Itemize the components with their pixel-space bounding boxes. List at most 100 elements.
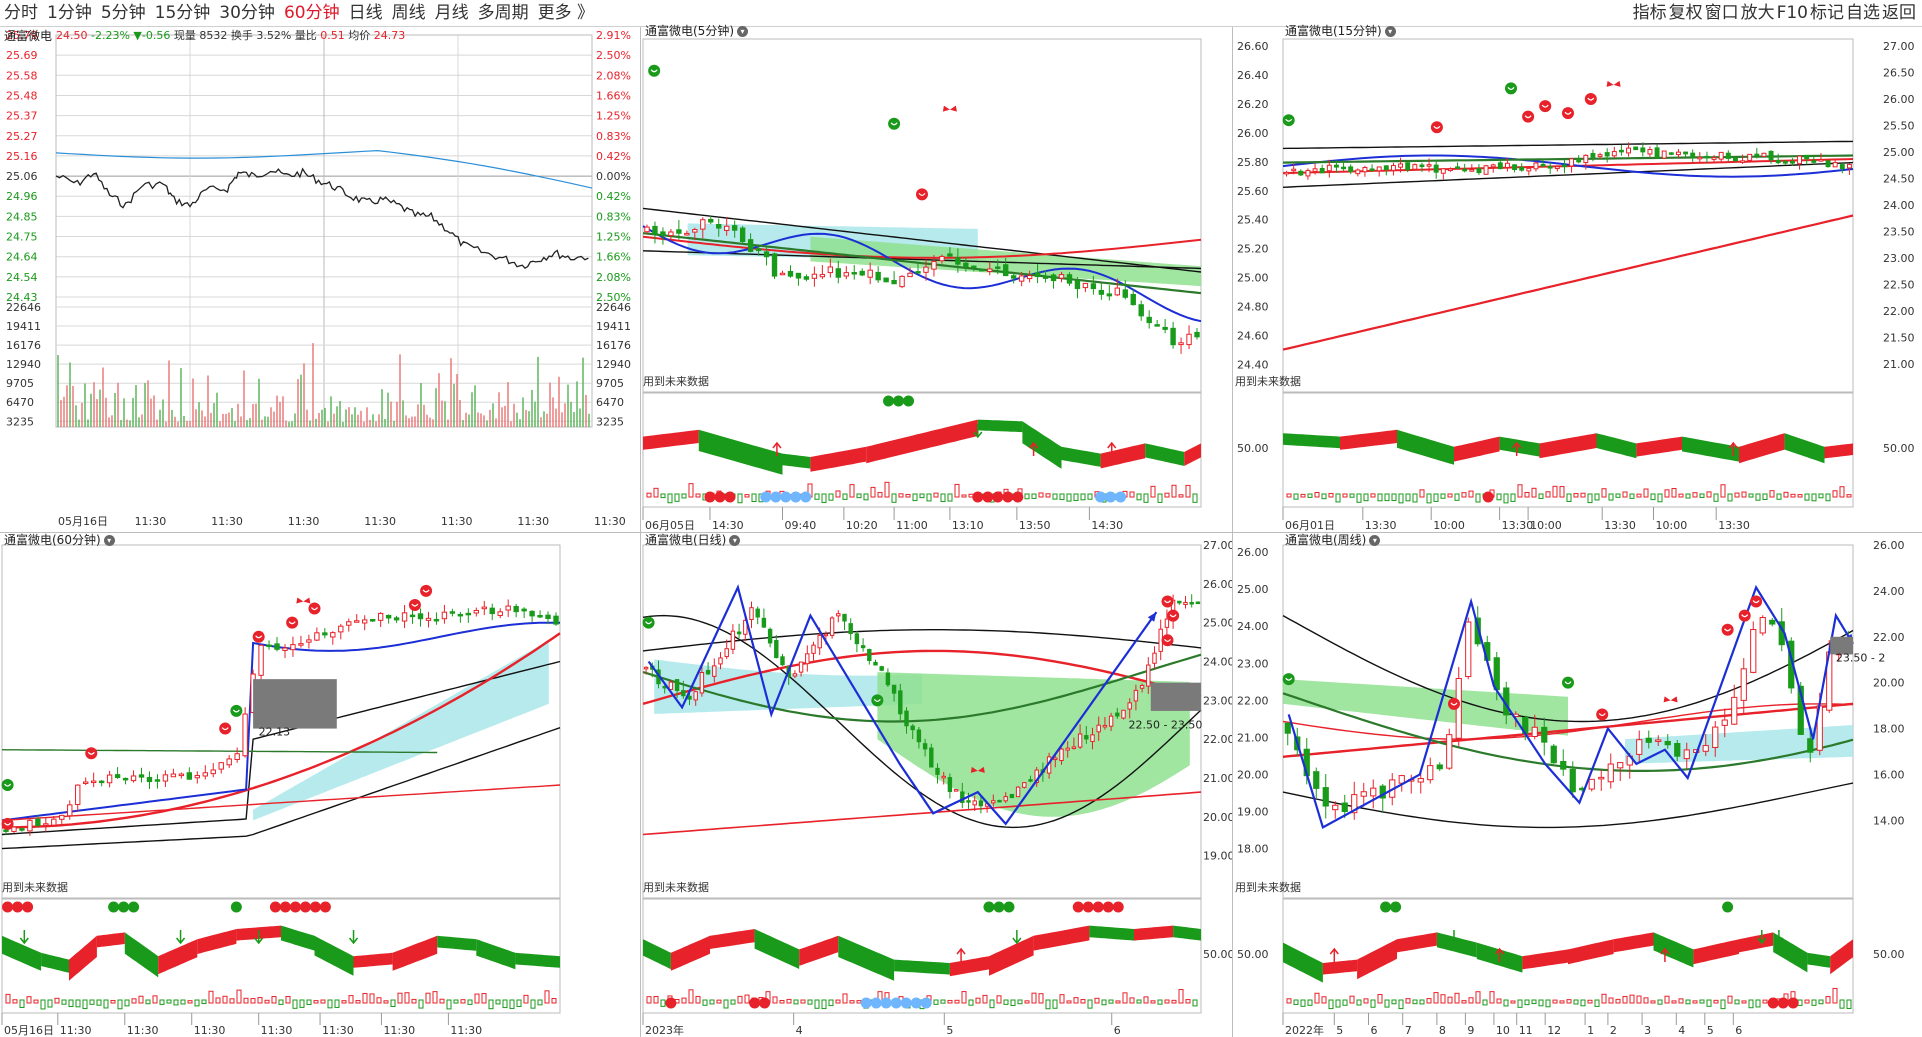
toolbar-button[interactable]: F10 (1776, 3, 1808, 23)
candle-body (724, 648, 729, 658)
intraday-pane[interactable]: 25.79 2.91% 25.69 2.50% 25.58 2.08% 25.48 1.66%… (0, 27, 640, 532)
candle-body (481, 606, 487, 610)
m60-pane[interactable]: 22.13 05月16日 11:30 11:30 11:30 11:30 11:30 11:3… (0, 533, 640, 1037)
indicator-bar (404, 992, 410, 1004)
m15-pane[interactable]: 06月01日 13:30 10:00 13:30 10:00 13:30 10:00 13:3… (1233, 27, 1922, 532)
time-label: 11:30 (364, 515, 396, 528)
chevron-down-icon[interactable]: ▾ (103, 535, 115, 546)
buy-signal-icon (1161, 595, 1174, 608)
period-tab[interactable]: 分时 (4, 3, 38, 23)
indicator-signal-icon (1102, 901, 1114, 913)
price-tick: 25.80 (1237, 156, 1269, 169)
toolbar-button[interactable]: 返回 (1882, 3, 1916, 23)
indicator-bar (117, 999, 123, 1010)
toolbar-button[interactable]: 复权 (1668, 3, 1703, 23)
indicator-bar (961, 991, 967, 1004)
indicator-bar (1293, 493, 1299, 500)
day-pane[interactable]: 22.50 - 23.50 2023年 4 5 6 用到未来数据 27.00 26.00 25.… (641, 533, 1232, 1037)
candle-body (767, 628, 773, 644)
period-tab[interactable]: 30分钟 (219, 3, 275, 23)
indicator-bar (793, 999, 799, 1005)
indicator-bar (1398, 999, 1404, 1010)
indicator-bar (1307, 493, 1313, 498)
buy-signal-icon (916, 188, 928, 201)
indicator-bar (1636, 995, 1642, 1004)
candle-body (1519, 166, 1525, 171)
indicator-bar (355, 1000, 361, 1004)
time-label: 14:30 (1091, 519, 1123, 532)
candle-body (1195, 601, 1201, 605)
indicator-bar (1164, 999, 1170, 1004)
indicator-bar (1129, 997, 1135, 1004)
price-tick: 26.00 (1237, 127, 1269, 140)
period-tab[interactable]: 多周期 (477, 3, 529, 23)
toolbar-button[interactable]: 放大 (1740, 3, 1775, 23)
candle-body (860, 645, 866, 649)
indicator-bar (1454, 992, 1460, 1004)
candle-body (1322, 787, 1329, 807)
candle-body (1740, 160, 1746, 163)
time-label: 9 (1467, 1024, 1474, 1037)
oscillator-band (1682, 436, 1739, 462)
indicator-bar (1566, 493, 1572, 502)
indicator-bar (954, 483, 960, 498)
period-tab[interactable]: 周线 (391, 3, 426, 23)
period-tab[interactable]: 60分钟 (283, 3, 340, 23)
indicator-bar (1307, 999, 1313, 1006)
candle-body (425, 617, 432, 621)
candle-body (1162, 326, 1168, 330)
period-tab[interactable]: 月线 (434, 3, 469, 23)
indicator-signal-icon (1082, 901, 1094, 913)
m60-title-wrap: 通富微电(60分钟) ▾ (4, 531, 115, 548)
indicator-bar (47, 999, 53, 1008)
candle-body (699, 672, 705, 694)
indicator-bar (1727, 493, 1733, 502)
price-tick: 26.40 (1237, 69, 1269, 82)
period-tab[interactable]: 15分钟 (154, 3, 211, 23)
period-tab[interactable]: 日线 (348, 3, 383, 23)
period-tab[interactable]: 1分钟 (47, 3, 92, 23)
chevron-down-icon[interactable]: ▾ (737, 26, 748, 37)
signal-dot-icon (888, 117, 901, 130)
indicator-bar (933, 999, 939, 1005)
candle-body (122, 777, 129, 781)
oscillator-band (1830, 939, 1853, 975)
toolbar-button[interactable]: 自选 (1846, 3, 1880, 23)
time-label: 4 (796, 1024, 803, 1037)
buy-signal-icon (1448, 697, 1460, 710)
chevron-down-icon[interactable]: ▾ (729, 535, 741, 546)
toolbar-button[interactable]: 窗口 (1704, 3, 1739, 23)
indicator-bar (250, 998, 256, 1004)
period-tab[interactable]: 5分钟 (100, 3, 146, 23)
candle-body (1084, 735, 1089, 740)
price-tick: 26.00 (1203, 578, 1232, 591)
indicator-bar (257, 997, 263, 1004)
candle-body (266, 644, 272, 648)
pane-divider[interactable] (0, 532, 1922, 533)
time-label: 13:30 (1604, 519, 1636, 532)
price-tick: 24.85 (6, 210, 38, 223)
candle-body (885, 672, 891, 686)
m5-pane[interactable]: 06月05日 14:30 09:40 10:20 11:00 13:10 13:50 14:3… (641, 27, 1232, 532)
candle-body (1183, 601, 1188, 606)
indicator-bar (502, 999, 508, 1009)
price-tick: 24.00 (1237, 620, 1269, 633)
future-data-label: 用到未来数据 (1235, 374, 1301, 388)
oscillator-band (124, 932, 159, 978)
indicator-bar (1314, 491, 1320, 498)
chevron-down-icon[interactable]: ▾ (1369, 535, 1381, 546)
indicator-signal-icon (1787, 997, 1799, 1009)
oscillator-band (1283, 942, 1323, 983)
period-tab[interactable]: 更多 》 (537, 3, 594, 23)
toolbar-button[interactable]: 指标 (1632, 3, 1667, 23)
toolbar-button[interactable]: 标记 (1810, 3, 1844, 23)
indicator-bar (1636, 493, 1642, 498)
oscillator-band (1784, 433, 1825, 464)
indicator-bar (849, 484, 855, 498)
oscillator-band (1596, 433, 1637, 459)
chevron-down-icon[interactable]: ▾ (1384, 26, 1396, 37)
price-tick: 25.06 (6, 170, 38, 183)
week-pane[interactable]: 23.50 - 2 2022年 5 6 7 8 9 10 11 12 1 2 3 4 5 6 用到未来数据 26.… (1233, 533, 1922, 1037)
ma-line (642, 232, 1202, 295)
